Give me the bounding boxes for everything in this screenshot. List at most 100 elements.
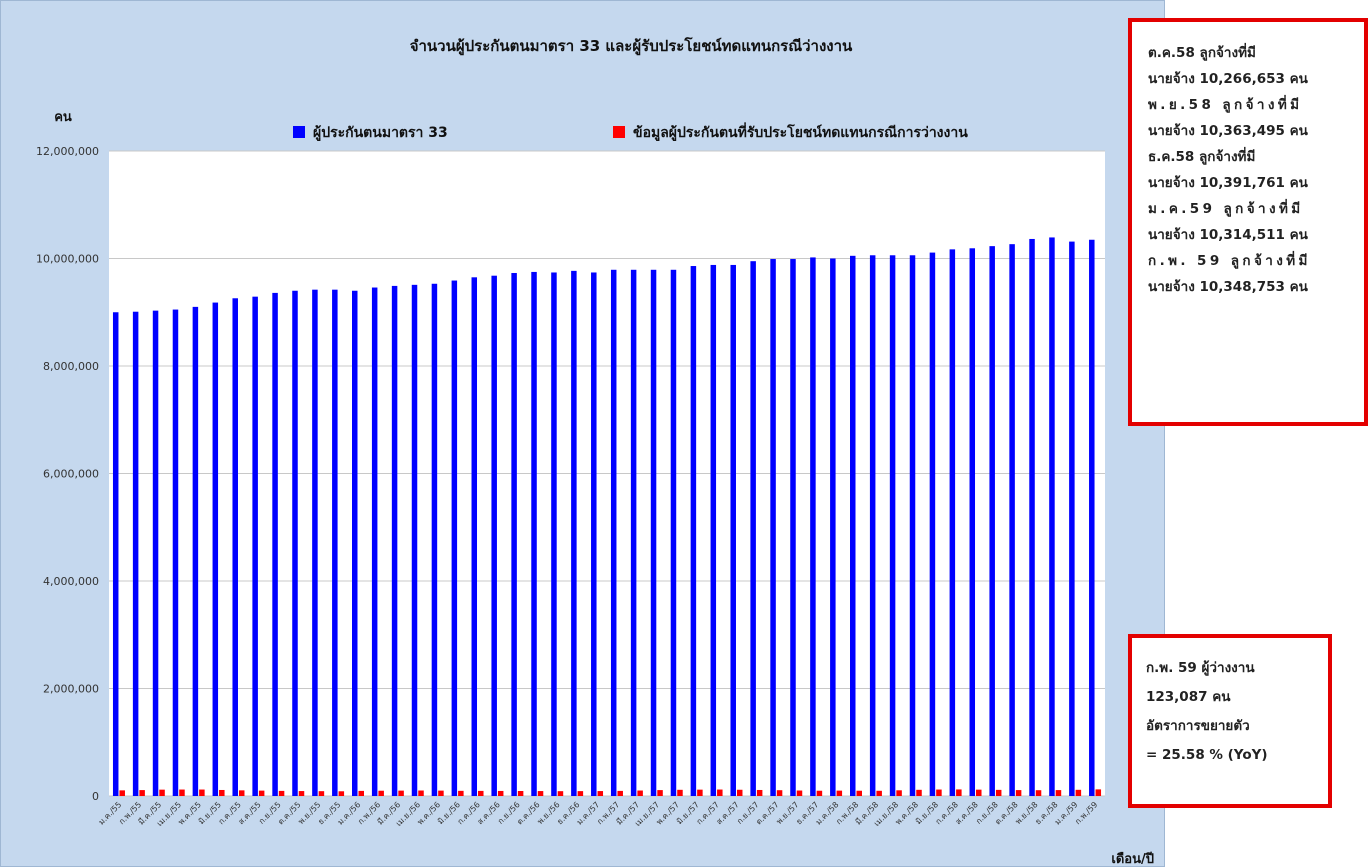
unemployed-note-line: = 25.58 % (YoY) [1146, 747, 1268, 763]
bar-unemployed-เม.ย./57 [657, 790, 663, 796]
bar-insured-พ.ย./57 [790, 259, 796, 797]
employees-note-line: ม.ค.59 ลูกจ้างที่มี [1148, 201, 1304, 217]
bar-unemployed-ก.ค./56 [478, 790, 484, 796]
bar-unemployed-ธ.ค./55 [338, 791, 345, 796]
bar-insured-ม.ค./58 [830, 258, 836, 796]
bar-insured-ก.พ./56 [371, 287, 378, 796]
bar-unemployed-ก.ค./58 [956, 789, 962, 796]
bar-insured-ม.ค./56 [352, 290, 358, 796]
bar-insured-มิ.ย./56 [451, 280, 458, 797]
bar-unemployed-มี.ค./57 [637, 790, 643, 796]
bar-unemployed-ก.ค./55 [238, 790, 245, 796]
bar-unemployed-ต.ค./56 [537, 791, 544, 796]
bar-insured-มิ.ย./57 [690, 266, 697, 796]
bar-unemployed-พ.ย./55 [318, 791, 325, 796]
bar-unemployed-ส.ค./55 [258, 790, 265, 796]
bar-insured-ส.ค./58 [969, 248, 976, 797]
bar-insured-เม.ย./56 [411, 284, 418, 796]
bar-unemployed-ก.พ./56 [378, 790, 384, 796]
bar-insured-ต.ค./58 [1009, 244, 1015, 796]
bar-unemployed-ธ.ค./57 [816, 790, 823, 796]
employees-note-line: ต.ค.58 ลูกจ้างที่มี [1148, 45, 1256, 61]
y-tick-label: 12,000,000 [36, 145, 99, 158]
y-tick-label: 6,000,000 [43, 468, 99, 481]
bar-unemployed-พ.ค./58 [916, 789, 922, 796]
bar-insured-มี.ค./57 [630, 269, 637, 797]
bar-insured-ก.ย./58 [989, 246, 995, 796]
bar-unemployed-มิ.ย./55 [219, 789, 225, 796]
bar-unemployed-ธ.ค./58 [1055, 790, 1062, 796]
bar-unemployed-พ.ค./56 [438, 790, 444, 796]
bar-unemployed-ก.พ./55 [139, 790, 145, 796]
bar-insured-ม.ค./55 [112, 312, 119, 796]
bar-insured-พ.ค./56 [431, 283, 438, 796]
bar-insured-มี.ค./58 [869, 255, 876, 796]
bar-insured-เม.ย./55 [172, 309, 179, 796]
chart-panel: 0 2,000,000 4,000,000 6,000,000 8,000,000 10,… [0, 0, 1165, 867]
bar-insured-ม.ค./59 [1069, 241, 1075, 796]
y-axis-label: คน [54, 110, 72, 125]
y-tick-label: 4,000,000 [43, 575, 99, 588]
bar-insured-ธ.ค./58 [1049, 237, 1055, 796]
bar-unemployed-พ.ย./56 [557, 791, 564, 796]
bar-insured-มิ.ย./55 [212, 302, 219, 796]
bar-insured-ก.พ./57 [610, 269, 617, 797]
bar-unemployed-มิ.ย./56 [458, 790, 464, 796]
bar-unemployed-มี.ค./56 [398, 790, 404, 796]
bar-unemployed-ก.พ./58 [856, 790, 862, 796]
bar-unemployed-มิ.ย./57 [697, 789, 703, 796]
bar-insured-ก.ค./57 [710, 264, 717, 796]
bar-insured-ธ.ค./56 [571, 270, 577, 796]
bar-insured-ก.พ./58 [850, 255, 856, 796]
employees-note-line: นายจ้าง 10,348,753 คน [1148, 279, 1308, 295]
bar-insured-เม.ย./58 [889, 255, 896, 796]
bar-insured-มิ.ย./58 [929, 252, 936, 796]
employees-note-line: ก.พ. 59 ลูกจ้างที่มี [1148, 253, 1311, 269]
bar-unemployed-เม.ย./58 [896, 790, 902, 796]
bar-insured-ก.ค./58 [949, 249, 956, 797]
y-tick-label: 0 [92, 790, 99, 803]
bar-unemployed-ก.ย./58 [995, 789, 1002, 796]
bar-insured-ส.ค./55 [252, 296, 258, 796]
bar-unemployed-ม.ค./55 [119, 790, 125, 796]
bar-unemployed-ม.ค./56 [358, 790, 364, 796]
bar-unemployed-ก.พ./57 [617, 790, 623, 796]
bar-unemployed-ก.ย./55 [278, 790, 285, 796]
bar-insured-ต.ค./56 [531, 271, 537, 796]
bar-unemployed-ส.ค./58 [976, 789, 982, 796]
bar-insured-ก.ย./55 [272, 292, 278, 796]
unemployed-note-line: อัตราการขยายตัว [1146, 718, 1250, 734]
employees-note-line: พ.ย.58 ลูกจ้างที่มี [1148, 97, 1303, 113]
bar-unemployed-ม.ค./58 [836, 790, 843, 796]
bar-insured-เม.ย./57 [650, 269, 657, 797]
bar-insured-มี.ค./55 [152, 310, 159, 796]
bar-insured-มี.ค./56 [391, 285, 398, 796]
bar-insured-ธ.ค./57 [810, 257, 816, 796]
y-tick-label: 10,000,000 [36, 253, 99, 266]
bar-unemployed-ก.ย./56 [517, 791, 524, 796]
bar-unemployed-ก.ย./57 [756, 789, 763, 796]
bar-unemployed-ต.ค./58 [1015, 790, 1022, 796]
bar-unemployed-ม.ค./57 [597, 791, 604, 796]
bar-insured-พ.ค./55 [192, 306, 199, 796]
chart-title: จำนวนผู้ประกันตนมาตรา 33 และผู้รับประโยช… [410, 36, 853, 56]
legend-label-unemployed: ข้อมูลผู้ประกันตนที่รับประโยชน์ทดแทนกรณี… [633, 122, 968, 141]
employees-note-line: นายจ้าง 10,363,495 คน [1148, 123, 1308, 139]
bar-unemployed-เม.ย./55 [179, 789, 185, 796]
bar-unemployed-ธ.ค./56 [577, 791, 584, 796]
bar-insured-ก.ย./56 [511, 273, 517, 796]
bar-insured-พ.ค./57 [670, 269, 677, 797]
bar-insured-ม.ค./57 [591, 272, 597, 797]
bar-unemployed-ก.ค./57 [717, 789, 723, 796]
bar-unemployed-ก.พ./59 [1095, 789, 1102, 796]
bar-unemployed-พ.ค./55 [199, 789, 205, 796]
bar-insured-ส.ค./56 [491, 275, 497, 796]
bar-chart: 0 2,000,000 4,000,000 6,000,000 8,000,000 10,… [36, 36, 1154, 867]
employees-note-box: ต.ค.58 ลูกจ้างที่มี นายจ้าง 10,266,653 คน… [1128, 18, 1368, 426]
bar-insured-ก.พ./59 [1089, 239, 1095, 797]
bar-insured-พ.ย./58 [1029, 238, 1035, 796]
unemployed-note-line: 123,087 คน [1146, 689, 1231, 705]
bar-insured-พ.ย./55 [312, 289, 318, 796]
bar-unemployed-เม.ย./56 [418, 790, 424, 796]
bar-unemployed-ต.ค./55 [298, 791, 305, 796]
